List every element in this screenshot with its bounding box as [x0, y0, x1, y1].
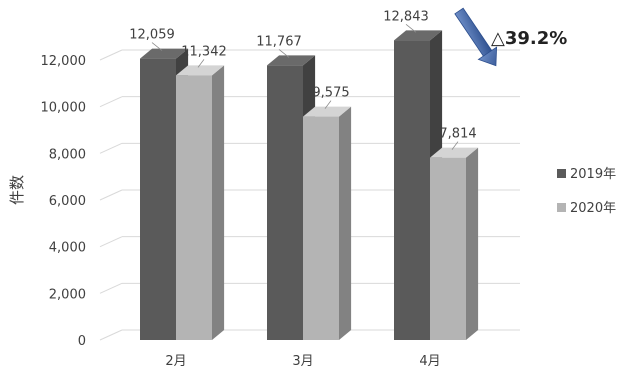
gridline-side	[99, 96, 123, 108]
bar-front	[430, 157, 466, 340]
legend-label-2020: 2020年	[570, 201, 616, 216]
bar-front	[394, 40, 430, 340]
gridline-side	[99, 282, 123, 294]
x-axis-ticks: 2月 3月 4月	[165, 354, 440, 369]
data-label: 9,575	[312, 86, 349, 101]
bar-side	[339, 106, 352, 340]
data-label-leader	[451, 141, 459, 150]
data-label: 11,342	[181, 44, 227, 59]
data-label: 7,814	[439, 127, 476, 142]
legend-swatch-2019	[557, 169, 566, 178]
legend-label-2019: 2019年	[570, 167, 616, 182]
gridline-side	[99, 142, 123, 154]
y-tick-label: 10,000	[41, 101, 87, 116]
x-tick-label: 4月	[419, 354, 440, 369]
data-label-leader	[405, 24, 417, 33]
x-tick-label: 2月	[165, 354, 186, 369]
data-label: 12,059	[129, 28, 175, 43]
y-axis-label: 件数	[8, 175, 26, 205]
x-tick-label: 3月	[292, 354, 313, 369]
y-tick-label: 12,000	[41, 54, 87, 69]
decline-annotation: △39.2%	[454, 7, 567, 67]
bar-front	[176, 75, 212, 340]
bar-side	[466, 147, 479, 340]
bars	[140, 30, 479, 341]
bar-top	[303, 106, 352, 117]
gridline-side	[99, 236, 123, 248]
data-label-leader	[197, 59, 205, 68]
bar-top	[394, 30, 443, 41]
bar-2020年-4月	[430, 147, 479, 340]
data-label: 12,843	[383, 9, 429, 24]
gridline-side	[99, 189, 123, 201]
bar-top	[140, 48, 189, 59]
y-tick-label: 0	[78, 334, 86, 349]
y-tick-label: 4,000	[49, 241, 86, 256]
legend: 2019年 2020年	[557, 167, 616, 216]
y-tick-label: 2,000	[49, 287, 86, 302]
y-tick-label: 6,000	[49, 194, 86, 209]
data-label-leader	[278, 49, 290, 58]
y-axis-ticks: 0 2,000 4,000 6,000 8,000 10,000 12,000	[41, 54, 87, 349]
bar-side	[212, 65, 225, 340]
bar-front	[303, 116, 339, 340]
bar-front	[140, 58, 176, 341]
data-label-leader	[151, 42, 163, 51]
bar-front	[267, 65, 303, 340]
gridline-side	[99, 329, 123, 341]
data-labels: 12,059 11,342 11,767 9,575 12,843 7,814	[129, 9, 477, 150]
decline-percent-label: △39.2%	[491, 28, 567, 49]
gridline-side	[99, 49, 123, 61]
down-arrow-icon	[454, 7, 498, 67]
bar-top	[176, 65, 225, 76]
legend-swatch-2020	[557, 203, 566, 212]
bar-2020年-3月	[303, 106, 352, 340]
data-label-leader	[324, 100, 332, 109]
y-tick-label: 8,000	[49, 147, 86, 162]
bar-top	[267, 55, 316, 66]
bar-top	[430, 147, 479, 158]
bar-2020年-2月	[176, 65, 225, 340]
data-label: 11,767	[256, 34, 302, 49]
